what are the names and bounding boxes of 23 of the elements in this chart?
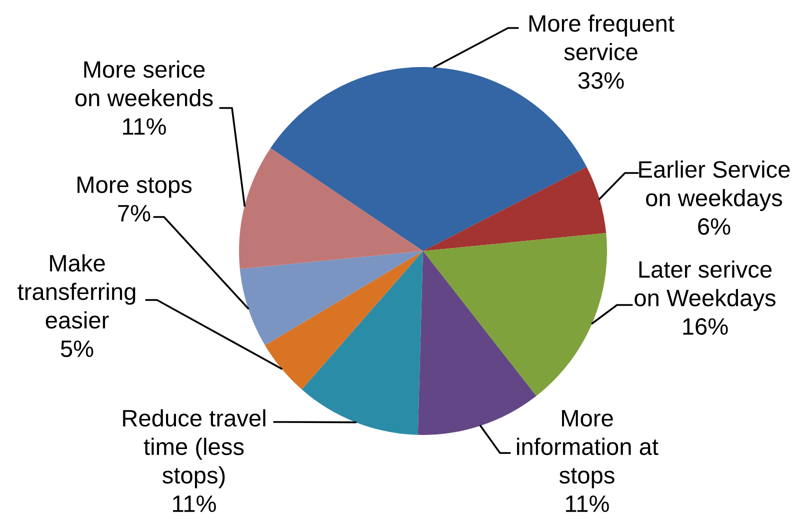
data-label: 16%: [683, 318, 728, 335]
pie-slice: [239, 148, 423, 269]
data-label: 11%: [123, 118, 166, 135]
slice-label: More information at stops: [517, 410, 658, 488]
pie-slice: [302, 251, 423, 435]
pie-slice: [423, 233, 607, 396]
data-label: 5%: [60, 340, 94, 358]
slice-label: Reduce travel time (less stops): [123, 409, 266, 488]
slice-label: More stops: [78, 176, 192, 198]
slice-label: More frequent service: [529, 14, 674, 60]
slice-label: Earlier Service on weekdays: [639, 160, 790, 212]
data-label: 7%: [118, 204, 150, 222]
slice-label: Later serivce on Weekdays: [634, 260, 776, 312]
data-label: 33%: [578, 72, 624, 89]
pie-slice: [418, 251, 536, 435]
pie-slice: [240, 251, 423, 346]
data-label: 6%: [698, 218, 730, 235]
data-label: 11%: [173, 495, 216, 512]
pie-slice: [264, 251, 423, 390]
data-label: 11%: [566, 495, 609, 512]
slice-label: Make transferring easier: [18, 254, 136, 329]
slice-label: More serice on weekends: [75, 60, 213, 106]
pie-slice: [423, 166, 606, 251]
